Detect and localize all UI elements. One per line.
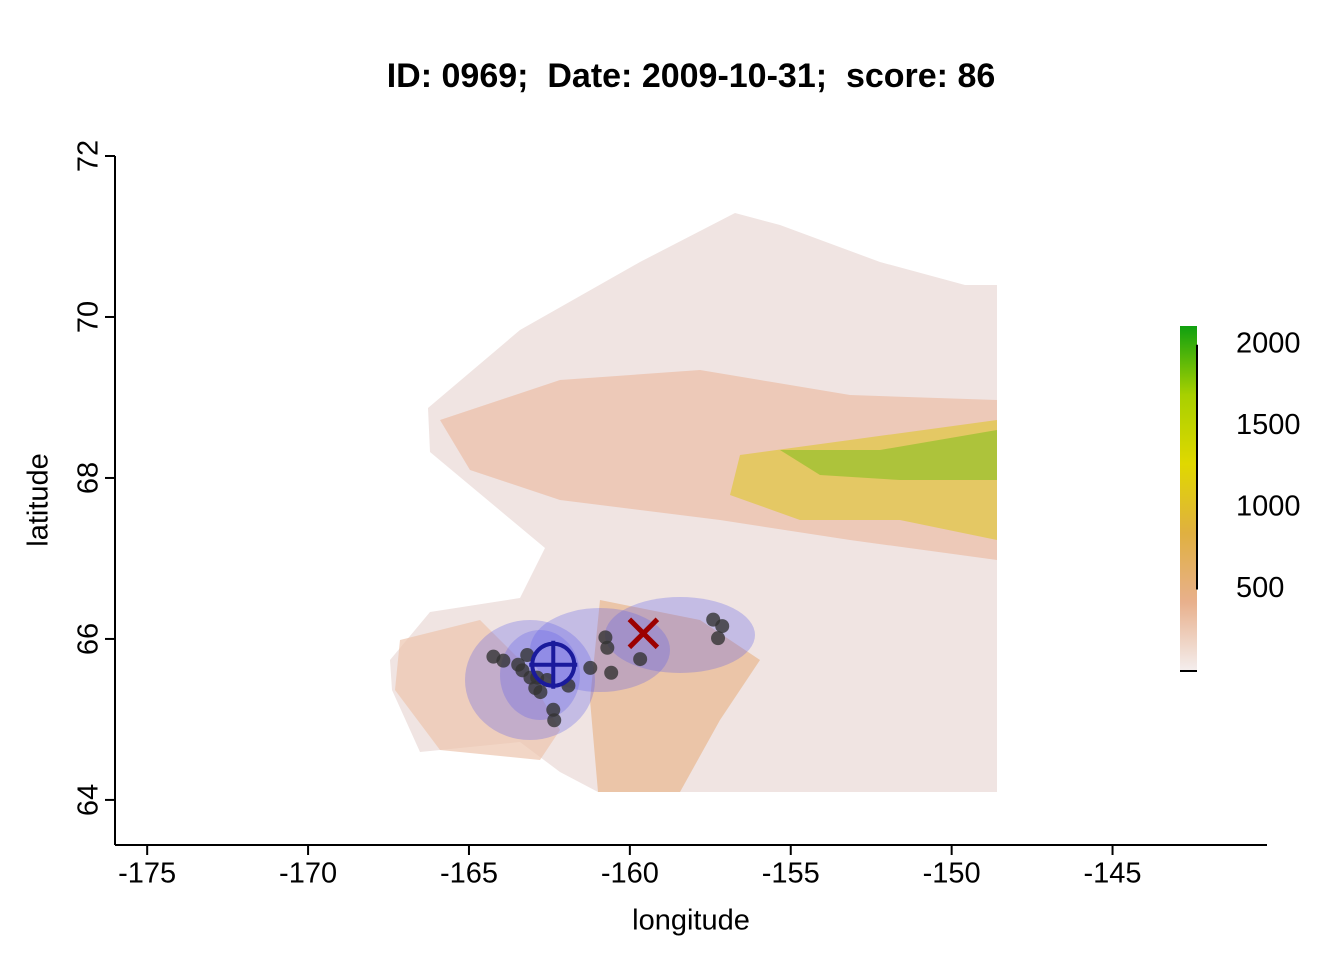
point <box>600 640 615 655</box>
colorbar-tick-label: 2000 <box>1236 327 1301 359</box>
x-tick-label: -160 <box>601 858 659 890</box>
point <box>598 630 613 645</box>
point <box>496 653 511 668</box>
y-axis-title: latitude <box>23 453 55 547</box>
y-tick-label: 70 <box>73 301 105 333</box>
reference-marker <box>627 617 660 650</box>
colorbar-tick-label: 1000 <box>1236 491 1301 523</box>
point <box>583 660 598 675</box>
y-tick-label: 64 <box>73 784 105 816</box>
colorbar-tick-label: 500 <box>1236 572 1284 604</box>
point <box>711 631 726 646</box>
point <box>715 619 730 634</box>
y-tick-label: 68 <box>73 462 105 494</box>
point <box>547 713 562 728</box>
point <box>604 665 619 680</box>
x-tick-label: -155 <box>762 858 820 890</box>
point <box>546 702 561 717</box>
x-tick-label: -170 <box>279 858 337 890</box>
x-tick-label: -165 <box>440 858 498 890</box>
colorbar <box>1180 326 1197 671</box>
x-tick-label: -150 <box>923 858 981 890</box>
x-axis-title: longitude <box>632 905 750 937</box>
point <box>520 648 535 663</box>
x-tick-label: -145 <box>1084 858 1142 890</box>
chart-title: ID: 0969; Date: 2009-10-31; score: 86 <box>387 57 996 95</box>
colorbar-tick-label: 1500 <box>1236 409 1301 441</box>
point <box>533 685 548 700</box>
estimate-marker <box>529 640 578 689</box>
y-tick-label: 72 <box>73 140 105 172</box>
x-tick-label: -175 <box>118 858 176 890</box>
point <box>633 652 648 667</box>
y-tick-label: 66 <box>73 623 105 655</box>
reference-x <box>627 617 660 650</box>
